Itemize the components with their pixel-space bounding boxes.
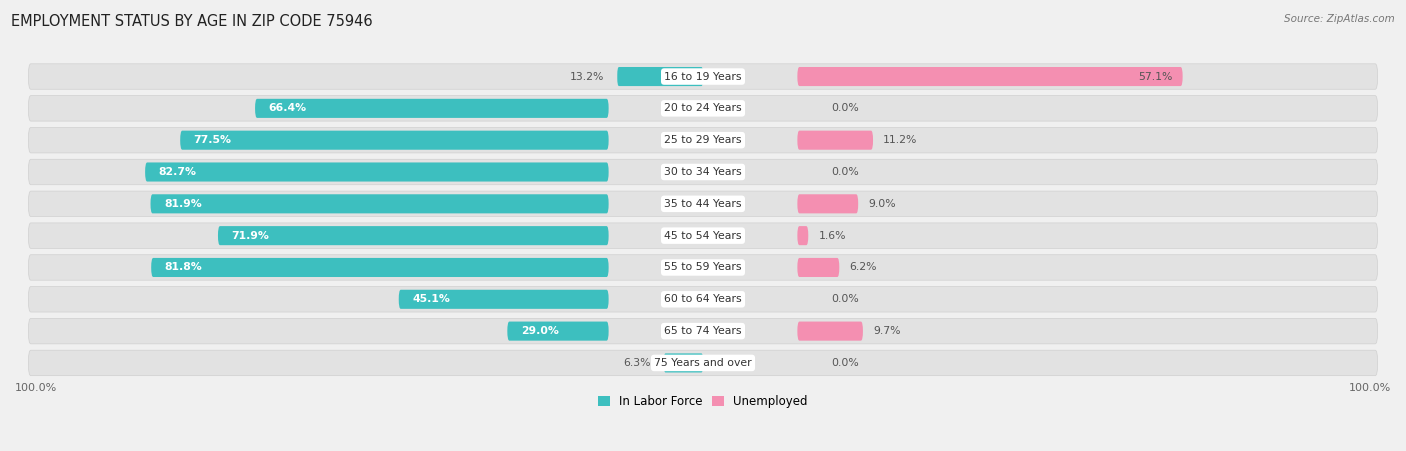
Text: 0.0%: 0.0% (831, 167, 859, 177)
Text: 13.2%: 13.2% (569, 72, 603, 82)
Text: 81.9%: 81.9% (165, 199, 202, 209)
Text: 9.7%: 9.7% (873, 326, 900, 336)
Text: 29.0%: 29.0% (520, 326, 558, 336)
Text: 45 to 54 Years: 45 to 54 Years (664, 230, 742, 241)
Text: 57.1%: 57.1% (1137, 72, 1173, 82)
Text: 11.2%: 11.2% (883, 135, 918, 145)
Text: 100.0%: 100.0% (1348, 383, 1391, 393)
FancyBboxPatch shape (797, 131, 873, 150)
FancyBboxPatch shape (508, 322, 609, 341)
Text: 1.6%: 1.6% (818, 230, 846, 241)
FancyBboxPatch shape (218, 226, 609, 245)
FancyBboxPatch shape (399, 290, 609, 309)
FancyBboxPatch shape (152, 258, 609, 277)
Text: 77.5%: 77.5% (194, 135, 232, 145)
FancyBboxPatch shape (28, 286, 1378, 312)
Text: 35 to 44 Years: 35 to 44 Years (664, 199, 742, 209)
FancyBboxPatch shape (150, 194, 609, 213)
Text: 66.4%: 66.4% (269, 103, 307, 113)
Text: 100.0%: 100.0% (15, 383, 58, 393)
Text: EMPLOYMENT STATUS BY AGE IN ZIP CODE 75946: EMPLOYMENT STATUS BY AGE IN ZIP CODE 759… (11, 14, 373, 28)
FancyBboxPatch shape (28, 159, 1378, 185)
FancyBboxPatch shape (797, 226, 808, 245)
Text: 45.1%: 45.1% (412, 295, 450, 304)
Text: 16 to 19 Years: 16 to 19 Years (664, 72, 742, 82)
Text: 6.3%: 6.3% (623, 358, 651, 368)
FancyBboxPatch shape (617, 67, 703, 86)
FancyBboxPatch shape (28, 128, 1378, 153)
FancyBboxPatch shape (28, 318, 1378, 344)
FancyBboxPatch shape (145, 162, 609, 182)
FancyBboxPatch shape (797, 67, 1182, 86)
FancyBboxPatch shape (797, 322, 863, 341)
FancyBboxPatch shape (28, 64, 1378, 89)
Text: 82.7%: 82.7% (159, 167, 197, 177)
Text: 75 Years and over: 75 Years and over (654, 358, 752, 368)
Text: 81.8%: 81.8% (165, 262, 202, 272)
Text: 0.0%: 0.0% (831, 103, 859, 113)
Text: 20 to 24 Years: 20 to 24 Years (664, 103, 742, 113)
Text: 71.9%: 71.9% (232, 230, 270, 241)
Text: 0.0%: 0.0% (831, 295, 859, 304)
Text: 30 to 34 Years: 30 to 34 Years (664, 167, 742, 177)
Text: 55 to 59 Years: 55 to 59 Years (664, 262, 742, 272)
Text: 60 to 64 Years: 60 to 64 Years (664, 295, 742, 304)
FancyBboxPatch shape (797, 194, 858, 213)
Text: Source: ZipAtlas.com: Source: ZipAtlas.com (1284, 14, 1395, 23)
Text: 6.2%: 6.2% (849, 262, 877, 272)
FancyBboxPatch shape (28, 350, 1378, 376)
FancyBboxPatch shape (28, 96, 1378, 121)
Text: 0.0%: 0.0% (831, 358, 859, 368)
Text: 25 to 29 Years: 25 to 29 Years (664, 135, 742, 145)
FancyBboxPatch shape (28, 255, 1378, 280)
FancyBboxPatch shape (28, 191, 1378, 216)
FancyBboxPatch shape (28, 223, 1378, 249)
FancyBboxPatch shape (254, 99, 609, 118)
FancyBboxPatch shape (180, 131, 609, 150)
Legend: In Labor Force, Unemployed: In Labor Force, Unemployed (593, 391, 813, 413)
FancyBboxPatch shape (797, 258, 839, 277)
Text: 65 to 74 Years: 65 to 74 Years (664, 326, 742, 336)
Text: 9.0%: 9.0% (869, 199, 896, 209)
FancyBboxPatch shape (664, 354, 703, 373)
